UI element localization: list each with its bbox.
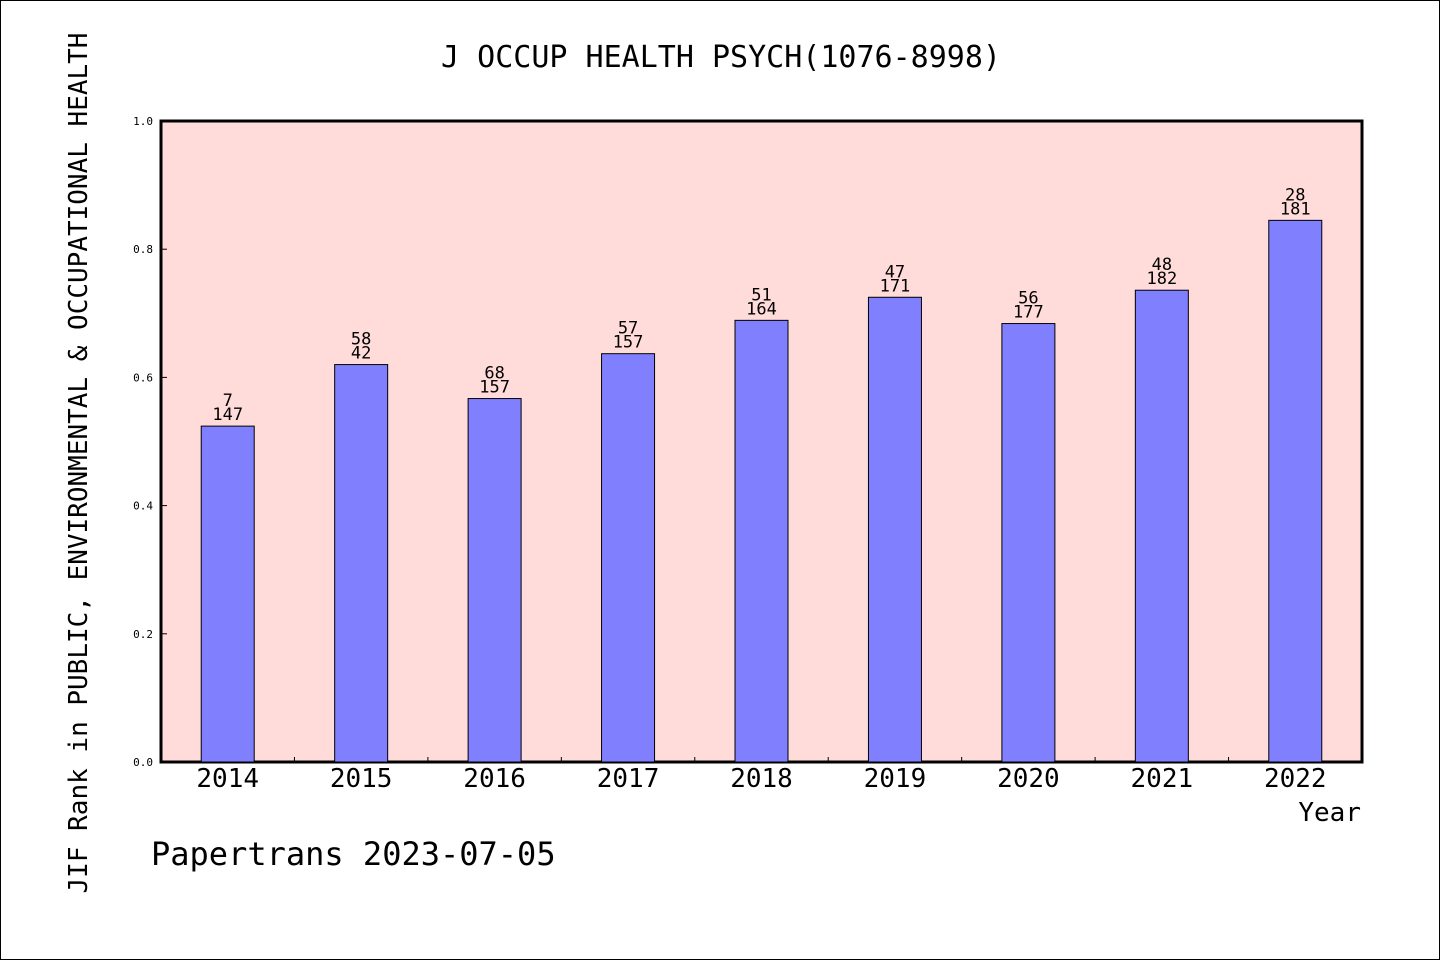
bars-group [200,219,1323,763]
x-tick-label: 2017 [597,764,660,794]
bar-2017 [601,353,656,763]
y-tick-label: 0.2 [133,628,153,641]
x-tick-label: 2022 [1264,764,1327,794]
bar-rank-label: 51 [751,285,771,305]
bar-total-label: 182 [1146,269,1177,289]
bar-rank-label: 28 [1285,185,1305,205]
bar-rank-label: 48 [1152,255,1172,275]
bar-total-label: 171 [880,276,911,296]
bar-2016 [467,398,522,763]
x-tick-label: 2021 [1131,764,1194,794]
x-tick-label: 2015 [330,764,393,794]
x-tick-label: 2019 [864,764,927,794]
bar-rank-label: 56 [1018,289,1038,309]
x-axis: 2014 2015 2016 2017 2018 2019 2020 2021 2022 [196,757,1327,794]
bar-2020 [1001,323,1056,763]
bar-total-label: 177 [1013,303,1044,323]
chart-title: J OCCUP HEALTH PSYCH(1076-8998) [441,40,1001,75]
bar-rank-label: 47 [885,262,905,282]
bar-rank-label: 58 [351,330,371,350]
bar-total-label: 164 [746,299,777,319]
y-axis-label: JIF Rank in PUBLIC, ENVIRONMENTAL & OCCU… [64,33,94,894]
footer-credit: Papertrans 2023-07-05 [151,835,556,873]
bar-rank-label: 7 [223,391,233,411]
x-tick-label: 2014 [196,764,259,794]
bar-2015 [334,364,389,763]
bar-total-label: 157 [613,333,644,353]
y-tick-label: 0.4 [133,500,153,513]
x-tick-label: 2020 [997,764,1060,794]
x-axis-label: Year [1298,798,1361,828]
bar-rank-label: 57 [618,319,638,339]
bar-2019 [867,296,922,763]
x-tick-label: 2018 [730,764,793,794]
y-tick-label: 0.8 [133,243,153,256]
data-labels-group: 7147584268157571575116447171561774818228… [212,185,1310,425]
y-tick-label: 0.0 [133,756,153,769]
y-tick-label: 0.6 [133,371,153,384]
x-tick-label: 2016 [463,764,526,794]
bar-2014 [200,425,255,763]
y-axis: 0.0 0.2 0.4 0.6 0.8 1.0 [133,115,167,769]
bar-2021 [1134,289,1189,763]
bar-rank-label: 68 [484,364,504,384]
bar-total-label: 157 [479,378,510,398]
bar-2018 [734,319,789,763]
bar-total-label: 42 [351,344,371,364]
bar-2022 [1268,219,1323,763]
bar-total-label: 147 [212,405,243,425]
y-tick-label: 1.0 [133,115,153,128]
bar-total-label: 181 [1280,199,1311,219]
